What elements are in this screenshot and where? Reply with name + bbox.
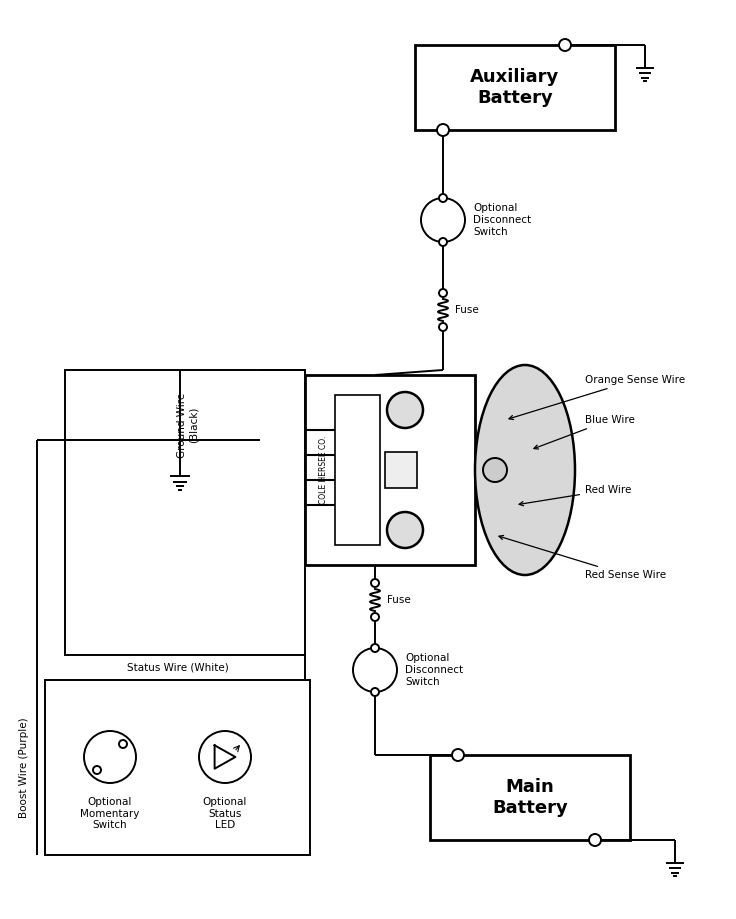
Circle shape bbox=[589, 834, 601, 846]
Circle shape bbox=[421, 198, 465, 242]
Bar bbox=[335, 395, 380, 545]
Text: Red Wire: Red Wire bbox=[519, 485, 631, 505]
Circle shape bbox=[84, 731, 136, 783]
Circle shape bbox=[371, 579, 379, 587]
Circle shape bbox=[439, 289, 447, 297]
Circle shape bbox=[371, 644, 379, 652]
Text: Main
Battery: Main Battery bbox=[492, 778, 568, 817]
Bar bbox=[430, 755, 630, 840]
Circle shape bbox=[439, 323, 447, 331]
Circle shape bbox=[559, 39, 571, 51]
Text: Fuse: Fuse bbox=[387, 595, 411, 605]
Circle shape bbox=[387, 392, 423, 428]
Ellipse shape bbox=[475, 365, 575, 575]
Circle shape bbox=[353, 648, 397, 692]
Text: Optional
Disconnect
Switch: Optional Disconnect Switch bbox=[473, 203, 531, 236]
Circle shape bbox=[199, 731, 251, 783]
Text: Ground Wire
(Black): Ground Wire (Black) bbox=[177, 392, 199, 458]
Text: Auxiliary
Battery: Auxiliary Battery bbox=[470, 68, 559, 107]
Bar bbox=[45, 680, 310, 855]
Text: Fuse: Fuse bbox=[455, 305, 478, 315]
Circle shape bbox=[437, 124, 449, 136]
Circle shape bbox=[371, 688, 379, 696]
Bar bbox=[385, 452, 417, 488]
Circle shape bbox=[483, 458, 507, 482]
Circle shape bbox=[93, 766, 101, 774]
Circle shape bbox=[371, 613, 379, 621]
Circle shape bbox=[452, 749, 464, 761]
Text: Orange Sense Wire: Orange Sense Wire bbox=[509, 375, 685, 420]
Text: Optional
Status
LED: Optional Status LED bbox=[203, 797, 247, 830]
Circle shape bbox=[439, 238, 447, 246]
Text: Red Sense Wire: Red Sense Wire bbox=[499, 536, 666, 580]
Bar bbox=[305, 375, 475, 565]
Text: Optional
Momentary
Switch: Optional Momentary Switch bbox=[80, 797, 140, 830]
Circle shape bbox=[387, 512, 423, 548]
Circle shape bbox=[119, 740, 127, 748]
Circle shape bbox=[439, 194, 447, 202]
Bar bbox=[415, 45, 615, 130]
Text: Blue Wire: Blue Wire bbox=[534, 415, 635, 449]
Text: Boost Wire (Purple): Boost Wire (Purple) bbox=[19, 717, 29, 818]
Text: Optional
Disconnect
Switch: Optional Disconnect Switch bbox=[405, 653, 463, 686]
Text: COLE HERSEE CO.: COLE HERSEE CO. bbox=[319, 436, 328, 505]
Text: Status Wire (White): Status Wire (White) bbox=[127, 662, 228, 672]
Bar bbox=[65, 370, 305, 655]
